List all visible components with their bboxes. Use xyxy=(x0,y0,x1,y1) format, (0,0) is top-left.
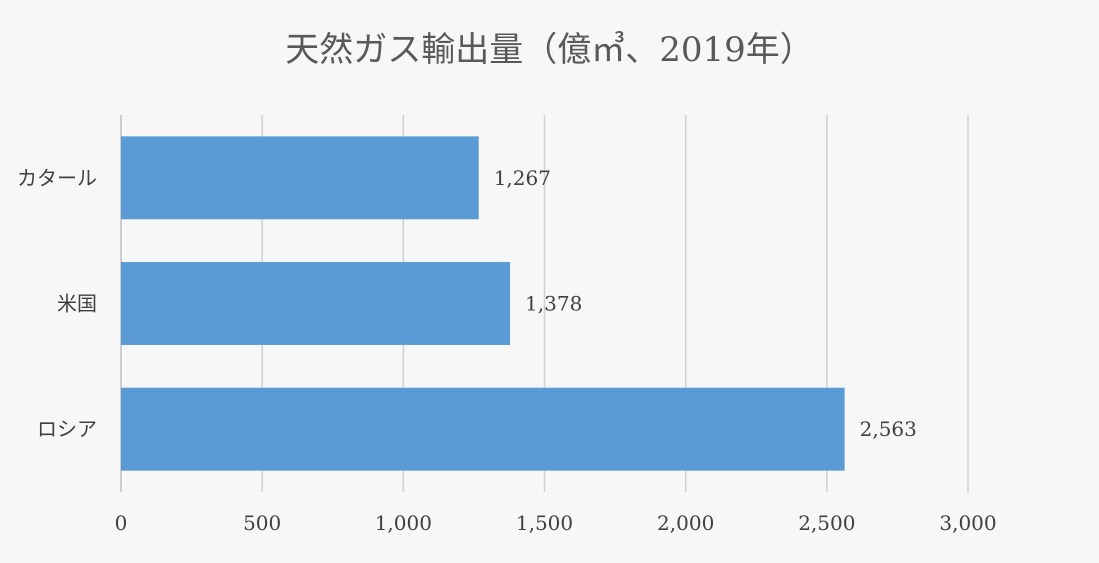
category-label: ロシア xyxy=(37,417,97,441)
bar xyxy=(121,136,479,220)
x-tick-label: 500 xyxy=(243,511,281,535)
label-layer: 0 500 1,000 1,500 2,000 2,500 3,000 カタール 1,267 米国… xyxy=(17,166,997,535)
data-label: 2,563 xyxy=(860,417,917,441)
x-tick-label: 1,500 xyxy=(516,511,573,535)
category-label: 米国 xyxy=(57,292,97,316)
bar-layer xyxy=(121,136,845,471)
bar xyxy=(121,387,845,471)
chart-title: 天然ガス輸出量（億㎥、2019年） xyxy=(285,30,814,70)
x-tick-label: 3,000 xyxy=(939,511,996,535)
x-tick-label: 0 xyxy=(115,511,128,535)
data-label: 1,267 xyxy=(494,166,551,190)
x-tick-label: 2,000 xyxy=(657,511,714,535)
x-tick-label: 1,000 xyxy=(375,511,432,535)
data-label: 1,378 xyxy=(525,292,582,316)
x-tick-label: 2,500 xyxy=(798,511,855,535)
bar xyxy=(121,262,511,345)
category-label: カタール xyxy=(17,166,97,190)
